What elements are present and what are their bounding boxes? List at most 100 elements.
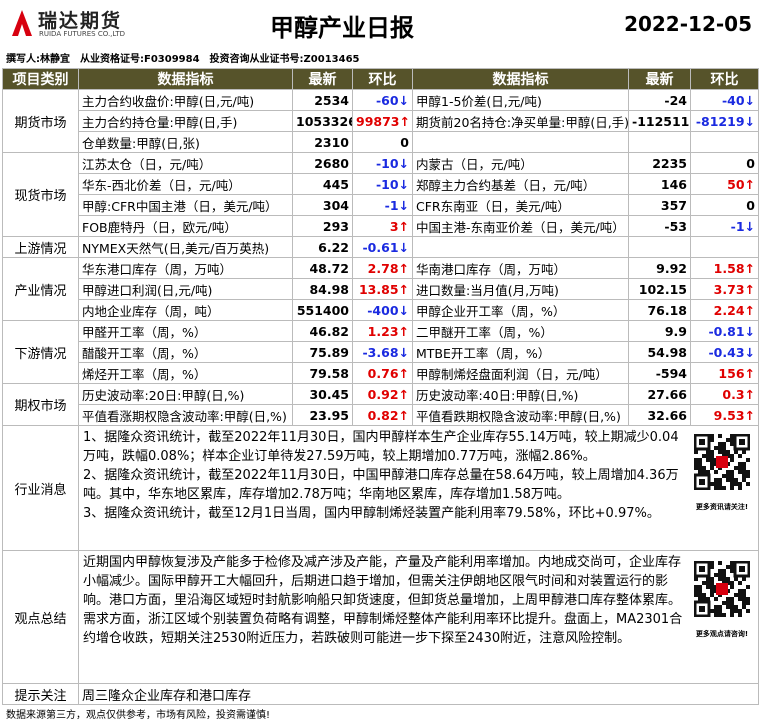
data-row: 内地企业库存（周，吨） 551400 -400↓ 甲醇企业开工率（周，%） 76.18 2… [3, 299, 759, 321]
category: 上游情况 [2, 236, 79, 258]
indicator: 华东港口库存（周，万吨） [78, 257, 293, 279]
data-row: 上游情况 NYMEX天然气(日,美元/百万英热) 6.22 -0.61↓ [2, 236, 759, 258]
column-header: 最新 [628, 68, 691, 90]
logo-text: 瑞达期货 [38, 10, 123, 32]
column-header: 数据指标 [412, 68, 629, 90]
indicator: 甲醛开工率（周，%） [78, 320, 293, 342]
change-value: 0.76↑ [352, 362, 413, 384]
latest-value: 2310 [292, 131, 353, 153]
news-paragraph: 2、据隆众资讯统计，截至2022年11月30日，中国甲醇港口库存总量在58.64… [83, 468, 679, 502]
column-header: 数据指标 [78, 68, 293, 90]
change-value: 0 [690, 194, 759, 216]
change-value: 50↑ [690, 173, 759, 195]
qr-image [693, 560, 751, 618]
indicator: 内蒙古（日，元/吨） [412, 152, 629, 174]
change-value: 0 [352, 131, 413, 153]
column-header: 环比 [352, 68, 413, 90]
latest-value: 304 [292, 194, 353, 216]
latest-value: 75.89 [292, 341, 353, 363]
category: 提示关注 [2, 683, 79, 705]
data-row: 平值看涨期权隐含波动率:甲醇(日,%) 23.95 0.82↑ 平值看跌期权隐含波动率… [3, 404, 759, 426]
latest-value: 76.18 [628, 299, 691, 321]
latest-value: -53 [628, 215, 691, 237]
latest-value: 2680 [292, 152, 353, 174]
latest-value: 2534 [292, 89, 353, 111]
tip-row: 提示关注 周三隆众企业库存和港口库存 [2, 683, 759, 705]
empty-cell [412, 131, 629, 153]
change-value: 0 [690, 152, 759, 174]
latest-value: 9.9 [628, 320, 691, 342]
news-paragraph: 1、据隆众资讯统计，截至2022年11月30日，国内甲醇样本生产企业库存55.1… [83, 430, 679, 464]
report-title: 甲醇产业日报 [270, 14, 414, 42]
data-table: 项目类别 数据指标 最新 环比 数据指标 最新 环比 期货市场 主力合约收盘价:甲醇(日,元/… [2, 68, 759, 705]
latest-value: 48.72 [292, 257, 353, 279]
change-value: 0.92↑ [352, 383, 413, 405]
change-value: 0.3↑ [690, 383, 759, 405]
latest-value: 146 [628, 173, 691, 195]
data-row: 期货市场 主力合约收盘价:甲醇(日,元/吨) 2534 -60↓ 甲醇1-5价差(日,元… [2, 89, 759, 153]
change-value: 0.82↑ [352, 404, 413, 426]
latest-value: 357 [628, 194, 691, 216]
change-value: 1.23↑ [352, 320, 413, 342]
indicator: 历史波动率:20日:甲醇(日,%) [78, 383, 293, 405]
data-row: 主力合约持仓量:甲醇(日,手) 1053326 99873↑ 期货前20名持仓:净买单… [3, 110, 759, 132]
change-value: -400↓ [352, 299, 413, 321]
latest-value: 6.22 [292, 236, 353, 258]
indicator: 华东-西北价差（日，元/吨） [78, 173, 293, 195]
qr-code: 更多资讯请关注! [692, 433, 752, 517]
header-row: 项目类别 数据指标 最新 环比 数据指标 最新 环比 [2, 68, 759, 90]
change-value: 9.53↑ [690, 404, 759, 426]
indicator: 甲醇进口利润(日,元/吨) [78, 278, 293, 300]
indicator: MTBE开工率（周，%） [412, 341, 629, 363]
indicator: 中国主港-东南亚价差（日，美元/吨） [412, 215, 629, 237]
latest-value: 293 [292, 215, 353, 237]
summary-body: 近期国内甲醇恢复涉及产能多于检修及减产涉及产能，产量及产能利用率增加。内地成交尚… [83, 555, 683, 646]
change-value: 1.58↑ [690, 257, 759, 279]
change-value: 2.24↑ [690, 299, 759, 321]
category: 下游情况 [2, 320, 79, 384]
data-row: 产业情况 华东港口库存（周，万吨） 48.72 2.78↑ 华南港口库存（周，万吨） 9.… [2, 257, 759, 321]
change-value: 99873↑ [352, 110, 413, 132]
news-row: 行业消息 1、据隆众资讯统计，截至2022年11月30日，国内甲醇样本生产企业库存… [2, 425, 759, 551]
latest-value: 84.98 [292, 278, 353, 300]
data-row: 烯烃开工率（周，%） 79.58 0.76↑ 甲醇制烯烃盘面利润（日，元/吨） -594… [3, 362, 759, 384]
category: 观点总结 [2, 550, 79, 684]
change-value: 156↑ [690, 362, 759, 384]
indicator: NYMEX天然气(日,美元/百万英热) [78, 236, 293, 258]
empty-cell [690, 236, 759, 258]
latest-value: 32.66 [628, 404, 691, 426]
indicator: 甲醇:CFR中国主港（日，美元/吨） [78, 194, 293, 216]
latest-value: 79.58 [292, 362, 353, 384]
news-paragraph: 3、据隆众资讯统计，截至12月1日当周，国内甲醇制烯烃装置产能利用率79.58%… [83, 506, 660, 521]
summary-row: 观点总结 近期国内甲醇恢复涉及产能多于检修及减产涉及产能，产量及产能利用率增加。内… [2, 550, 759, 684]
change-value: -10↓ [352, 152, 413, 174]
change-value: 13.85↑ [352, 278, 413, 300]
latest-value: -112511 [628, 110, 691, 132]
latest-value: 30.45 [292, 383, 353, 405]
indicator: 主力合约收盘价:甲醇(日,元/吨) [78, 89, 293, 111]
change-value: -81219↓ [690, 110, 759, 132]
change-value: -0.61↓ [352, 236, 413, 258]
indicator: 甲醇制烯烃盘面利润（日，元/吨） [412, 362, 629, 384]
latest-value: 1053326 [292, 110, 353, 132]
report-date: 2022-12-05 [624, 12, 752, 36]
category: 产业情况 [2, 257, 79, 321]
logo: 瑞达期货 RUIDA FUTURES CO.,LTD [8, 6, 158, 42]
latest-value: 54.98 [628, 341, 691, 363]
data-row: 仓单数量:甲醇(日,张) 2310 0 [3, 131, 759, 153]
data-row: 甲醇进口利润(日,元/吨) 84.98 13.85↑ 进口数量:当月值(月,万吨) 10… [3, 278, 759, 300]
latest-value: 23.95 [292, 404, 353, 426]
indicator: 醋酸开工率（周，%） [78, 341, 293, 363]
column-header: 项目类别 [2, 68, 79, 90]
data-row: 甲醇:CFR中国主港（日，美元/吨） 304 -1↓ CFR东南亚（日，美元/吨） 35… [3, 194, 759, 216]
change-value: -0.43↓ [690, 341, 759, 363]
change-value: 2.78↑ [352, 257, 413, 279]
column-header: 环比 [690, 68, 759, 90]
indicator: 平值看涨期权隐含波动率:甲醇(日,%) [78, 404, 293, 426]
news-text: 1、据隆众资讯统计，截至2022年11月30日，国内甲醇样本生产企业库存55.1… [78, 425, 759, 551]
indicator: CFR东南亚（日，美元/吨） [412, 194, 629, 216]
indicator: 进口数量:当月值(月,万吨) [412, 278, 629, 300]
indicator: 主力合约持仓量:甲醇(日,手) [78, 110, 293, 132]
tip-text: 周三隆众企业库存和港口库存 [78, 683, 759, 705]
